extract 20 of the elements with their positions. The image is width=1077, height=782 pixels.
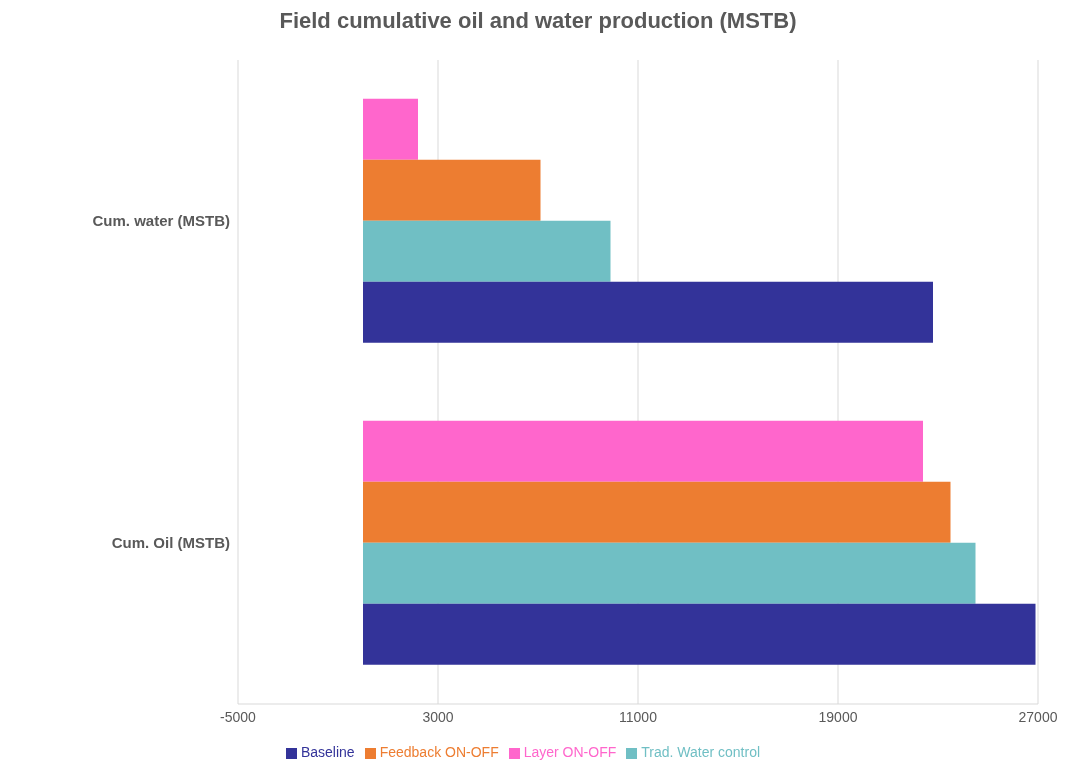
bar: [363, 420, 923, 482]
bar: [363, 603, 1036, 665]
bar: [363, 159, 541, 221]
bar: [363, 220, 611, 282]
bar: [363, 481, 951, 543]
bar: [363, 542, 976, 604]
chart-title: Field cumulative oil and water production (MSTB): [278, 8, 798, 34]
legend-label: Layer ON-OFF: [523, 744, 617, 760]
legend-label: Baseline: [300, 744, 355, 760]
bar: [363, 98, 418, 160]
x-tick-label: 3000: [422, 708, 454, 725]
y-tick-label: Cum. Oil (MSTB): [111, 534, 230, 552]
x-tick-label: 19000: [818, 708, 858, 725]
x-tick-label: 27000: [1018, 708, 1058, 725]
legend-label: Trad. Water control: [641, 744, 761, 760]
y-tick-label: Cum. water (MSTB): [92, 212, 230, 230]
legend-label: Feedback ON-OFF: [379, 744, 499, 760]
bar: [363, 281, 933, 343]
x-tick-label: -5000: [220, 708, 257, 725]
x-tick-label: 11000: [619, 708, 658, 725]
